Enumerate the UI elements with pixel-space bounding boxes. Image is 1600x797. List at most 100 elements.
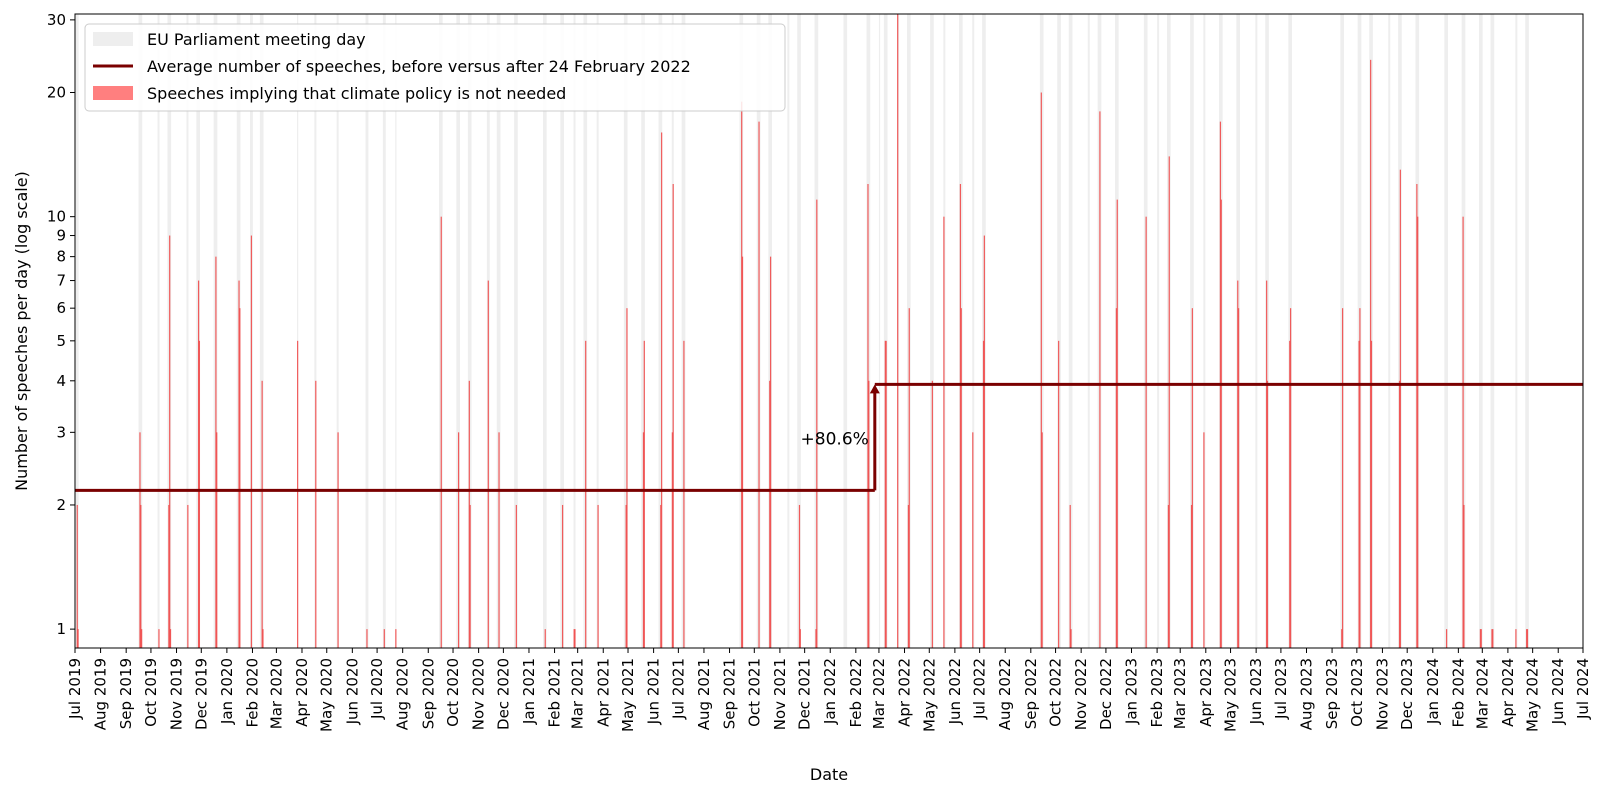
meeting-day-band — [498, 14, 500, 648]
x-tick-label: Sep 2020 — [419, 658, 437, 729]
speech-bar — [643, 340, 645, 648]
meeting-day-band — [314, 14, 316, 648]
speech-bar — [885, 340, 887, 648]
meeting-day-band — [1167, 14, 1169, 648]
x-tick-label: Oct 2021 — [745, 658, 763, 727]
meeting-day-band — [1515, 14, 1517, 648]
meeting-day-band — [759, 14, 761, 648]
speech-bar — [908, 308, 910, 648]
legend: EU Parliament meeting day Average number … — [84, 23, 786, 112]
meeting-day-band — [1088, 14, 1090, 648]
speech-bar — [573, 629, 575, 648]
x-tick-label: Dec 2020 — [494, 658, 512, 730]
meeting-day-band — [930, 14, 933, 648]
speech-bar — [238, 280, 240, 648]
meeting-day-band — [261, 14, 263, 648]
x-tick-label: Sep 2023 — [1323, 658, 1341, 729]
speech-bar — [1492, 629, 1494, 648]
meeting-day-band — [1369, 14, 1371, 648]
meeting-day-band — [259, 14, 262, 648]
meeting-day-band — [168, 14, 170, 648]
speech-bar — [1041, 432, 1043, 648]
speech-bar — [262, 629, 264, 648]
meeting-day-band — [683, 14, 685, 648]
speech-bar — [141, 629, 143, 648]
meeting-day-band — [251, 14, 253, 648]
meeting-day-band — [140, 14, 142, 648]
y-tick-label: 7 — [56, 272, 66, 290]
meeting-day-band — [869, 14, 871, 648]
meeting-day-band — [1371, 14, 1373, 648]
meeting-day-band — [1255, 14, 1257, 648]
meeting-day-band — [1169, 14, 1171, 648]
speech-bar — [1266, 380, 1269, 648]
x-tick-label: Apr 2023 — [1197, 658, 1215, 727]
meeting-day-band — [213, 14, 215, 648]
x-tick-label: Sep 2019 — [117, 658, 135, 729]
meeting-day-band — [932, 14, 934, 648]
legend-swatch-patch — [93, 32, 133, 46]
meeting-day-band — [1059, 14, 1061, 648]
speech-bar — [1491, 629, 1493, 648]
meeting-day-band — [1389, 14, 1391, 648]
y-tick-label: 1 — [56, 620, 66, 638]
meeting-day-band — [884, 14, 886, 648]
speech-bar — [982, 340, 985, 648]
meeting-day-band — [768, 14, 770, 648]
x-tick-label: Nov 2019 — [168, 658, 186, 730]
meeting-day-band — [141, 14, 143, 648]
meeting-day-band — [514, 14, 517, 648]
meeting-day-band — [1526, 14, 1529, 648]
meeting-day-band — [1492, 14, 1494, 648]
x-tick-label: Jul 2019 — [66, 658, 84, 720]
legend-label: Average number of speeches, before versu… — [147, 57, 691, 76]
speech-bar — [1370, 59, 1372, 649]
speech-bar — [337, 432, 339, 648]
meeting-day-band — [439, 14, 441, 648]
speech-bar — [498, 432, 500, 648]
meeting-day-band — [236, 14, 238, 648]
meeting-day-band — [469, 14, 471, 648]
meeting-day-band — [1146, 14, 1148, 648]
meeting-day-band — [1479, 14, 1482, 648]
speech-bar — [297, 340, 299, 648]
meeting-day-band — [297, 14, 299, 648]
x-tick-label: Apr 2022 — [896, 658, 914, 727]
x-tick-label: Sep 2022 — [1022, 658, 1040, 729]
x-tick-label: Aug 2022 — [996, 658, 1014, 730]
meeting-day-band — [1117, 14, 1119, 648]
speech-bar — [169, 235, 171, 649]
meeting-day-band — [814, 14, 816, 648]
meeting-day-band — [196, 14, 198, 648]
meeting-day-band — [574, 14, 576, 648]
speech-bar — [1480, 629, 1482, 648]
meeting-day-band — [798, 14, 801, 648]
speech-bar — [1220, 199, 1222, 648]
meeting-day-band — [868, 14, 870, 648]
x-tick-label: Mar 2023 — [1171, 658, 1189, 729]
meeting-day-band — [623, 14, 626, 648]
meeting-day-band — [1204, 14, 1206, 648]
meeting-day-band — [815, 14, 817, 648]
meeting-day-band — [470, 14, 472, 648]
speech-bar — [544, 629, 546, 648]
meeting-day-band — [186, 14, 188, 648]
meeting-day-band — [972, 14, 974, 648]
meeting-day-band — [1219, 14, 1221, 648]
meeting-day-band — [907, 14, 909, 648]
meeting-day-band — [1069, 14, 1071, 648]
speech-bar — [1462, 216, 1464, 648]
speech-bar — [626, 308, 628, 648]
speech-bar — [198, 340, 201, 648]
x-tick-label: Jul 2024 — [1574, 658, 1592, 720]
speech-bar — [1145, 216, 1147, 648]
meeting-day-band — [658, 14, 660, 648]
meeting-day-band — [1042, 14, 1044, 648]
meeting-day-band — [770, 14, 773, 648]
meeting-day-band — [488, 14, 490, 648]
meeting-day-band — [560, 14, 562, 648]
y-tick-label: 9 — [56, 227, 66, 245]
meeting-day-band — [1516, 14, 1518, 648]
x-tick-label: Dec 2022 — [1097, 658, 1115, 730]
meeting-day-band — [1098, 14, 1100, 648]
